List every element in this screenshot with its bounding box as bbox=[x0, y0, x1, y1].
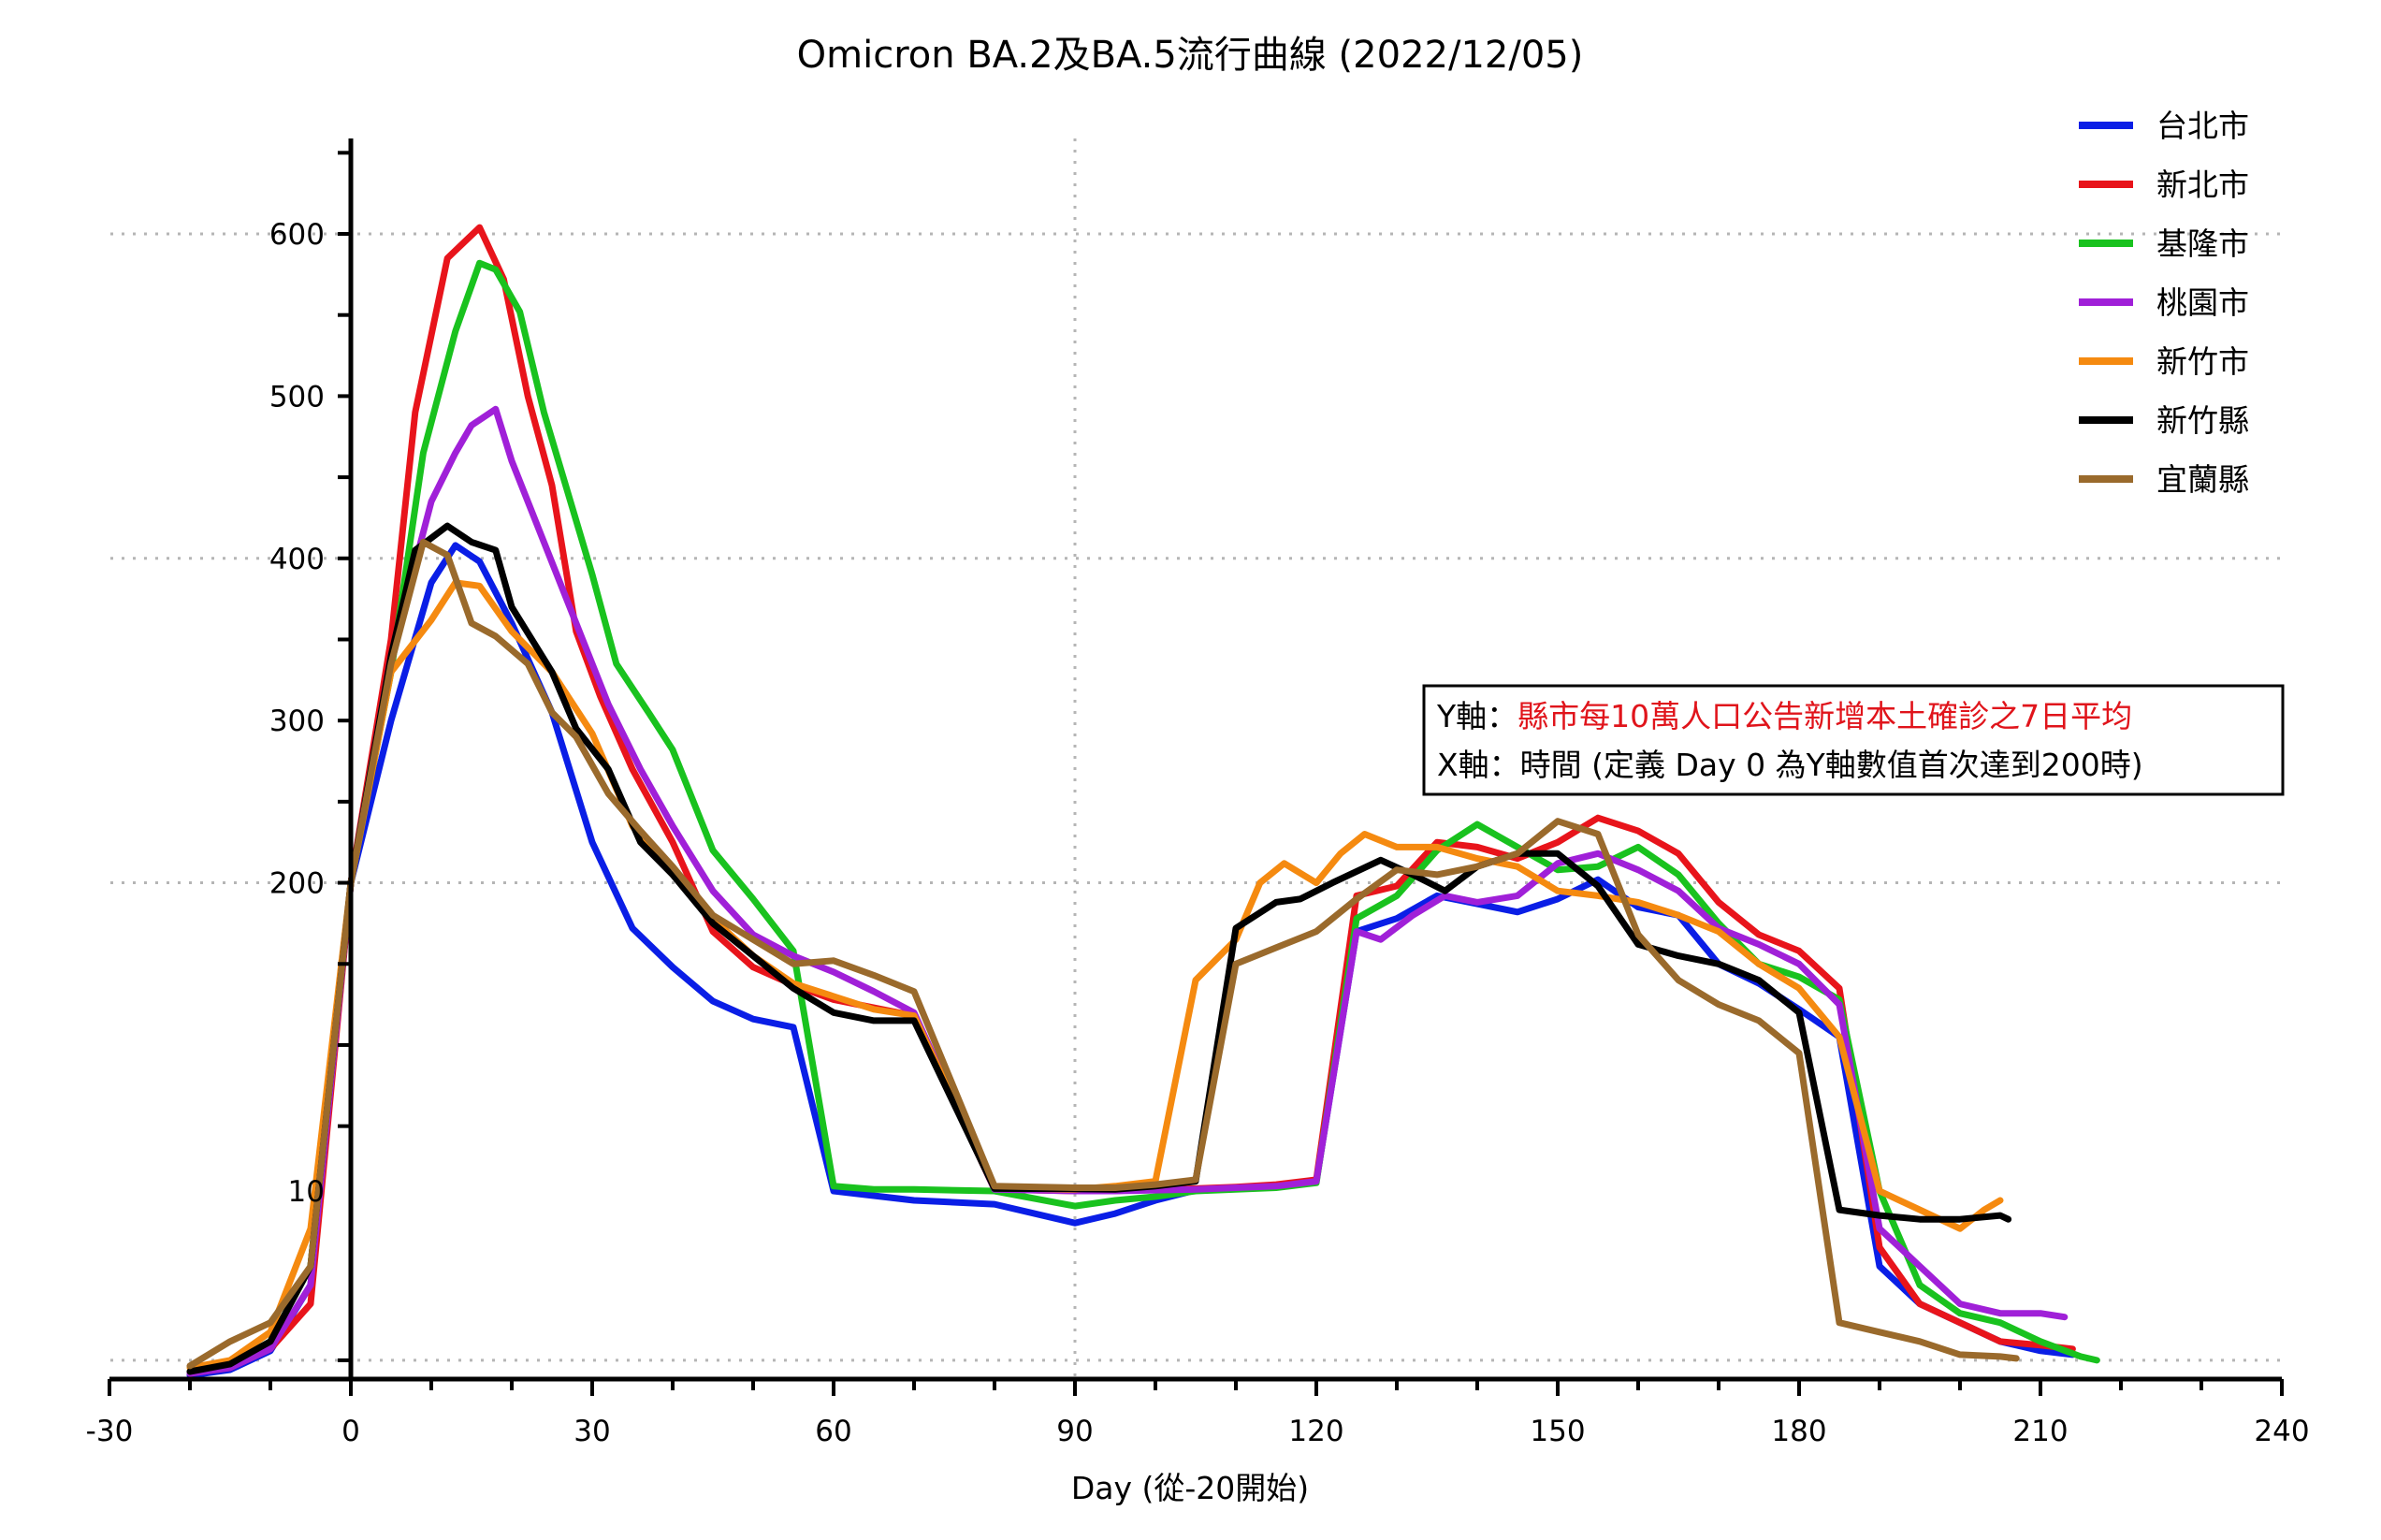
x-tick-label: 150 bbox=[1530, 1415, 1585, 1448]
legend-label-3: 桃園市 bbox=[2156, 284, 2249, 321]
legend-label-1: 新北市 bbox=[2156, 167, 2249, 203]
series-lines bbox=[186, 224, 2100, 1379]
series-line-4 bbox=[186, 579, 2004, 1372]
legend-label-2: 基隆市 bbox=[2156, 225, 2249, 262]
x-tick-label: 180 bbox=[1771, 1415, 1826, 1448]
annotation-y-text: 縣市每10萬人口公告新增本土確診之7日平均 bbox=[1517, 698, 2132, 734]
annotation-y-prefix: Y軸： bbox=[1436, 698, 1517, 734]
x-tick-label: -30 bbox=[86, 1415, 134, 1448]
x-tick-label: 0 bbox=[341, 1415, 360, 1448]
y-tick-label: 600 bbox=[269, 218, 325, 252]
y-tick-label: 300 bbox=[269, 705, 325, 738]
legend-label-6: 宜蘭縣 bbox=[2156, 461, 2249, 498]
chart-title: Omicron BA.2及BA.5流行曲線 (2022/12/05) bbox=[797, 34, 1584, 77]
legend-label-4: 新竹市 bbox=[2156, 343, 2249, 380]
annotation-border bbox=[1422, 684, 2285, 796]
x-tick-label: 90 bbox=[1056, 1415, 1093, 1448]
annotation-y-line: Y軸：縣市每10萬人口公告新增本土確診之7日平均 bbox=[1436, 698, 2132, 734]
x-axis-label: Day (從-20開始) bbox=[1071, 1470, 1309, 1506]
x-tick-label: 210 bbox=[2012, 1415, 2068, 1448]
y-tick-label: 200 bbox=[269, 867, 325, 901]
axis-annotation-box: Y軸：縣市每10萬人口公告新增本土確診之7日平均 X軸：時間 (定義 Day 0… bbox=[1422, 684, 2285, 796]
series-line-2 bbox=[186, 259, 2100, 1375]
annotation-x-line: X軸：時間 (定義 Day 0 為Y軸數值首次達到200時) bbox=[1437, 747, 2143, 783]
x-tick-label: 240 bbox=[2254, 1415, 2309, 1448]
y-tick-label: 10 bbox=[288, 1175, 325, 1209]
y-tick-label: 500 bbox=[269, 380, 325, 414]
legend-label-5: 新竹縣 bbox=[2156, 402, 2249, 439]
y-tick-label: 400 bbox=[269, 543, 325, 576]
x-tick-label: 120 bbox=[1288, 1415, 1343, 1448]
series-line-6 bbox=[186, 538, 2020, 1370]
x-tick-label: 30 bbox=[573, 1415, 610, 1448]
x-tick-label: 60 bbox=[815, 1415, 851, 1448]
legend-label-0: 台北市 bbox=[2156, 108, 2249, 144]
axes: 10 200 300 400 500 600 -30 0 30 60 90 120 150 180 210 2… bbox=[86, 138, 2310, 1506]
